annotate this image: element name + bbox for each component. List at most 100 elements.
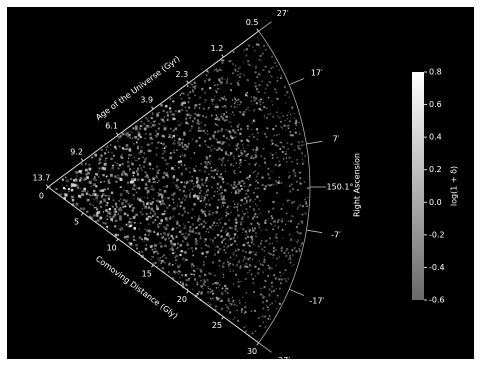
- speckle: [300, 232, 302, 234]
- speckle: [143, 123, 145, 125]
- speckle: [104, 152, 106, 154]
- speckle: [150, 208, 153, 211]
- speckle: [172, 118, 175, 121]
- speckle: [211, 176, 213, 178]
- speckle: [247, 145, 248, 146]
- speckle: [203, 283, 205, 285]
- speckle: [241, 153, 243, 155]
- speckle: [129, 218, 131, 220]
- speckle: [276, 237, 278, 239]
- speckle: [256, 205, 258, 207]
- speckle: [168, 136, 170, 138]
- speckle: [137, 132, 140, 135]
- speckle: [158, 123, 160, 125]
- speckle: [204, 213, 206, 215]
- speckle: [302, 214, 304, 216]
- speckle: [101, 149, 103, 151]
- speckle: [275, 249, 277, 251]
- speckle: [255, 188, 256, 189]
- speckle: [244, 203, 246, 205]
- speckle: [255, 156, 257, 158]
- speckle: [165, 146, 167, 148]
- speckle: [119, 218, 122, 221]
- speckle: [186, 110, 188, 112]
- speckle: [202, 143, 203, 144]
- speckle: [139, 128, 141, 130]
- speckle: [180, 244, 183, 247]
- speckle: [127, 239, 128, 240]
- speckle: [213, 222, 215, 224]
- speckle: [256, 76, 258, 78]
- speckle: [209, 210, 211, 212]
- speckle: [238, 99, 240, 101]
- speckle: [135, 240, 137, 242]
- speckle: [140, 197, 141, 198]
- speckle: [100, 206, 102, 208]
- speckle: [244, 258, 246, 260]
- speckle: [199, 97, 201, 99]
- speckle: [186, 195, 187, 196]
- speckle: [270, 184, 272, 186]
- speckle: [236, 217, 237, 218]
- speckle: [267, 307, 268, 308]
- speckle: [295, 128, 296, 129]
- speckle: [106, 226, 108, 228]
- speckle: [268, 97, 269, 98]
- speckle: [120, 186, 122, 188]
- speckle: [214, 70, 216, 72]
- speckle: [222, 178, 224, 180]
- speckle: [195, 113, 197, 115]
- speckle: [107, 188, 109, 190]
- speckle: [271, 303, 273, 305]
- speckle: [128, 203, 131, 206]
- speckle: [212, 293, 214, 295]
- speckle: [157, 233, 159, 235]
- speckle: [257, 187, 259, 189]
- speckle: [299, 122, 300, 123]
- speckle: [296, 226, 298, 228]
- speckle: [209, 159, 210, 160]
- speckle: [291, 215, 293, 217]
- speckle: [205, 222, 207, 224]
- speckle: [236, 206, 238, 208]
- speckle: [107, 202, 109, 204]
- speckle: [85, 173, 87, 175]
- speckle: [172, 249, 174, 251]
- speckle: [230, 303, 231, 304]
- speckle: [286, 91, 288, 93]
- speckle: [185, 233, 186, 234]
- speckle: [253, 251, 255, 253]
- speckle: [190, 83, 192, 85]
- y-tick-label: -27′: [275, 356, 290, 365]
- speckle: [185, 225, 186, 226]
- speckle: [219, 176, 221, 178]
- speckle: [190, 158, 191, 159]
- speckle: [213, 65, 214, 66]
- speckle: [258, 209, 259, 210]
- speckle: [275, 164, 277, 166]
- speckle: [190, 87, 191, 88]
- speckle: [145, 172, 147, 174]
- speckle: [197, 186, 199, 188]
- speckle: [189, 180, 190, 181]
- speckle: [265, 49, 267, 51]
- speckle: [247, 272, 248, 273]
- speckle: [272, 184, 274, 186]
- speckle: [265, 88, 267, 90]
- speckle: [250, 206, 251, 207]
- speckle: [191, 217, 193, 219]
- speckle: [181, 274, 183, 276]
- speckle: [251, 310, 253, 312]
- speckle: [260, 213, 261, 214]
- speckle: [216, 70, 218, 72]
- speckle: [76, 203, 79, 206]
- speckle: [235, 225, 237, 227]
- speckle: [164, 116, 165, 117]
- speckle: [177, 205, 178, 206]
- speckle: [270, 319, 271, 320]
- speckle: [237, 209, 238, 210]
- speckle: [183, 93, 185, 95]
- speckle: [249, 270, 251, 272]
- speckle: [199, 193, 200, 194]
- speckle: [216, 223, 218, 225]
